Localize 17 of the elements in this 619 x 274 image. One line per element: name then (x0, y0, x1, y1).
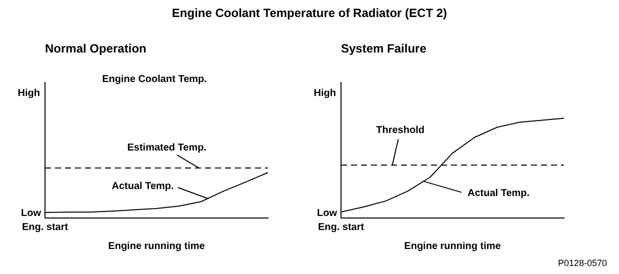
text: P0128-0570 (558, 258, 607, 268)
legend-label: Actual Temp. (112, 181, 174, 192)
legend-label: Actual Temp. (467, 188, 530, 200)
y-axis-title: Engine Coolant Temp. (102, 74, 208, 86)
x-axis-title: Engine running time (404, 240, 502, 252)
chart-subtitle: System Failure (341, 42, 427, 56)
text: Eng. start (318, 222, 365, 233)
text: Eng. start (22, 222, 69, 233)
annotation: Estimated Temp. (127, 142, 207, 154)
chart-subtitle: Normal Operation (45, 42, 146, 56)
text: Low (21, 208, 42, 219)
text: High (314, 88, 336, 100)
annotation: Threshold (376, 124, 424, 136)
text: Low (317, 208, 338, 219)
x-axis-title: Engine running time (108, 240, 206, 252)
text: Engine Coolant Temperature of Radiator (ECT 2) (170, 6, 448, 20)
text: High (18, 88, 40, 100)
